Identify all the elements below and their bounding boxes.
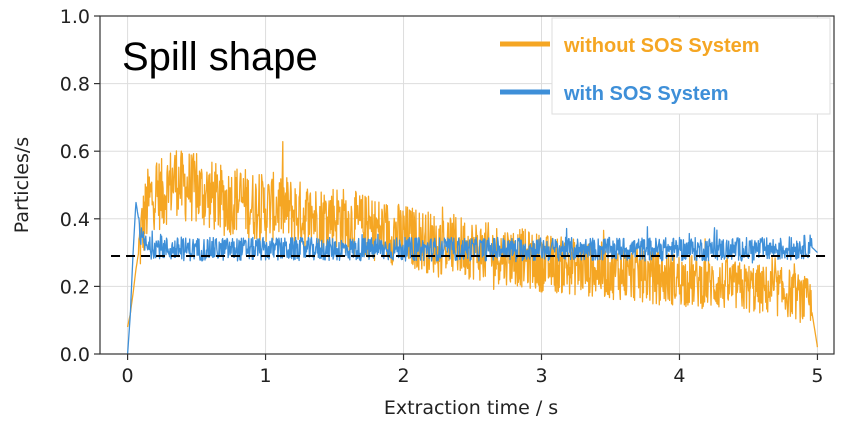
x-tick-label: 3 xyxy=(535,365,547,387)
x-tick-label: 0 xyxy=(122,365,134,387)
y-tick-label: 0.8 xyxy=(60,74,90,96)
y-tick-label: 0.4 xyxy=(60,209,90,231)
legend-label-with-sos: with SOS System xyxy=(563,83,729,105)
x-axis-label: Extraction time / s xyxy=(384,397,558,419)
legend-label-without-sos: without SOS System xyxy=(563,35,760,57)
y-axis-label: Particles/s xyxy=(11,137,33,233)
plot-frame xyxy=(99,15,835,355)
x-tick-label: 4 xyxy=(673,365,685,387)
y-tick-label: 0.2 xyxy=(60,276,90,298)
series-line-1 xyxy=(126,201,818,355)
legend: without SOS System with SOS System xyxy=(500,17,831,115)
y-tick-label: 1.0 xyxy=(60,6,90,28)
tick-layer: 0 1 2 3 4 5 0.0 0.2 0.4 0.6 0.8 1.0 xyxy=(60,6,824,387)
x-tick-label: 1 xyxy=(260,365,272,387)
series-line-0 xyxy=(126,141,819,348)
legend-box xyxy=(551,17,831,115)
x-tick-label: 2 xyxy=(397,365,409,387)
y-tick-label: 0.0 xyxy=(60,344,90,366)
chart-title: Spill shape xyxy=(122,35,318,79)
series-layer xyxy=(126,141,819,355)
x-tick-label: 5 xyxy=(811,365,823,387)
y-tick-label: 0.6 xyxy=(60,141,90,163)
